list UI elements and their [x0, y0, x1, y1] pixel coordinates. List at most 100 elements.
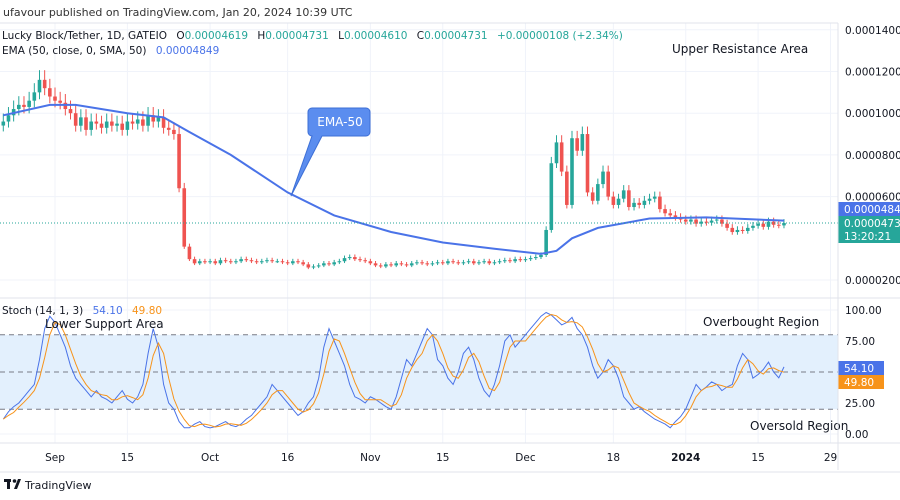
ema-line[interactable] — [3, 103, 785, 255]
candle-body — [497, 261, 502, 263]
candle-body — [53, 96, 57, 101]
candle-body — [156, 117, 161, 122]
grid — [0, 23, 838, 443]
candle-body — [166, 127, 171, 130]
candle-body — [63, 102, 68, 110]
stoch-tick-label: 75.00 — [845, 336, 875, 348]
candle-body — [244, 259, 249, 261]
candle-body — [291, 261, 295, 264]
candle-body — [249, 260, 254, 262]
ema-callout: EMA-50 — [290, 107, 371, 197]
candle-body — [663, 209, 667, 214]
candle-body — [94, 121, 99, 124]
candle-body — [363, 260, 367, 262]
candle-body — [601, 171, 605, 185]
svg-text:54.10: 54.10 — [844, 363, 874, 375]
time-tick-label: 29 — [824, 452, 837, 464]
candle-body — [172, 129, 176, 135]
candle-body — [606, 171, 610, 197]
time-tick-label: Sep — [45, 452, 65, 464]
candle-body — [322, 263, 326, 266]
candle-body — [683, 219, 688, 222]
candle-body — [554, 142, 559, 164]
ema-legend[interactable]: EMA (50, close, 0, SMA, 50) 0.00004849 — [2, 45, 219, 57]
candle-body — [182, 188, 187, 247]
candle-body — [528, 258, 533, 260]
candle-body — [461, 262, 466, 264]
candle-body — [559, 142, 564, 172]
candle-body — [632, 202, 636, 208]
candle-body — [1, 121, 6, 126]
candle-body — [404, 264, 409, 266]
candle-body — [415, 262, 419, 264]
symbol-label[interactable]: Lucky Block/Tether, 1D, GATEIO — [2, 30, 167, 42]
candle-body — [409, 263, 414, 266]
time-axis[interactable]: Sep 15 Oct 16 Nov 15 Dec 18 2024 15 29 — [45, 452, 837, 464]
candles — [1, 70, 786, 270]
candle-body — [673, 215, 678, 218]
stoch-tick-label: 100.00 — [845, 305, 882, 317]
candle-body — [358, 259, 362, 261]
candle-body — [161, 117, 166, 128]
stoch-k-line[interactable] — [2, 311, 785, 429]
upper-resistance-label: Upper Resistance Area — [672, 42, 808, 56]
candle-body — [689, 219, 693, 222]
stoch-band-lines — [0, 334, 838, 410]
time-tick-label: 2024 — [671, 452, 700, 464]
candle-body — [616, 198, 621, 205]
stoch-legend[interactable]: Stoch (14, 1, 3) 54.10 49.80 — [2, 305, 162, 317]
candle-body — [590, 192, 595, 201]
candle-body — [120, 123, 125, 130]
published-line: ufavour published on TradingView.com, Ja… — [3, 6, 353, 19]
candle-body — [440, 262, 445, 264]
candle-body — [17, 104, 21, 110]
candle-body — [306, 264, 311, 268]
candle-body — [187, 246, 192, 260]
candle-body — [709, 220, 714, 223]
candle-body — [766, 221, 771, 227]
candle-body — [730, 227, 735, 233]
oversold-label: Oversold Region — [750, 419, 848, 433]
time-tick-label: 15 — [436, 452, 449, 464]
stoch-axis[interactable]: 100.00 75.00 25.00 0.00 — [845, 305, 882, 441]
time-tick-label: 18 — [607, 452, 620, 464]
candle-body — [285, 262, 290, 264]
candle-body — [89, 121, 93, 130]
candle-body — [260, 261, 264, 263]
candle-body — [84, 117, 88, 130]
candle-body — [275, 261, 280, 263]
candle-body — [420, 262, 424, 264]
candle-body — [704, 221, 709, 223]
candle-body — [265, 260, 269, 262]
candle-body — [777, 224, 781, 226]
candle-body — [435, 262, 440, 264]
candle-body — [585, 134, 590, 193]
candle-body — [575, 138, 579, 151]
candle-body — [337, 261, 342, 263]
candle-body — [570, 138, 574, 205]
candle-body — [332, 262, 336, 265]
candle-body — [342, 258, 347, 262]
candle-body — [110, 121, 114, 126]
candle-body — [203, 261, 207, 263]
last-price-tag: 0.00004731 13:20:21 — [838, 216, 900, 243]
time-tick-label: Nov — [360, 452, 381, 464]
svg-text:49.80: 49.80 — [844, 377, 874, 389]
candle-body — [652, 196, 657, 199]
candle-body — [627, 190, 631, 208]
candle-body — [327, 263, 331, 265]
tradingview-logo[interactable]: TradingView — [4, 479, 91, 492]
candle-body — [301, 262, 305, 265]
candle-body — [451, 261, 455, 263]
candle-body — [316, 265, 321, 267]
candle-body — [146, 115, 150, 126]
candle-body — [151, 115, 156, 122]
candle-body — [368, 261, 373, 264]
svg-text:0.00004849: 0.00004849 — [844, 204, 900, 216]
stoch-d-line[interactable] — [3, 313, 785, 428]
